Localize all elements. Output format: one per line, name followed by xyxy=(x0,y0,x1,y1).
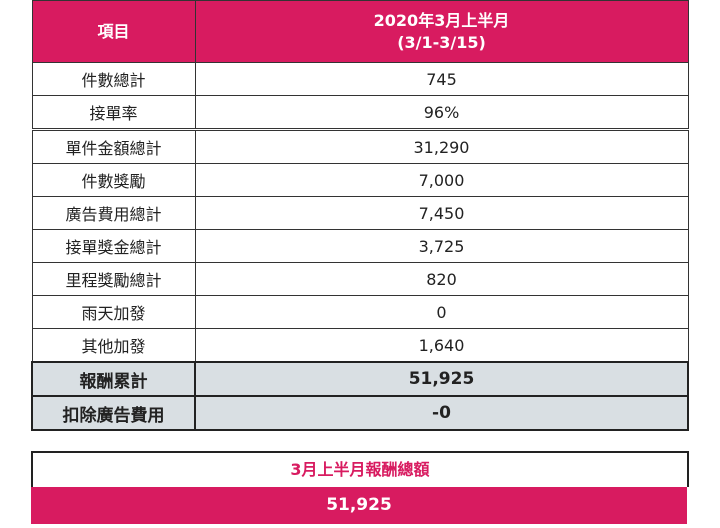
summary-row-ad-deduction: 扣除廣告費用 -0 xyxy=(31,395,689,431)
table-row: 接單率 96% xyxy=(31,95,689,130)
table-row: 件數總計 745 xyxy=(31,62,689,96)
earnings-table: 項目 2020年3月上半月 (3/1-3/15) 件數總計 745 接單率 96… xyxy=(31,0,689,431)
row-label: 件數總計 xyxy=(31,62,196,96)
table-row: 件數獎勵 7,000 xyxy=(31,163,689,197)
row-label: 單件金額總計 xyxy=(31,128,196,164)
header-period-range: (3/1-3/15) xyxy=(397,32,486,52)
total-title: 3月上半月報酬總額 xyxy=(33,453,687,487)
summary-value: -0 xyxy=(194,395,689,431)
header-period-label: 2020年3月上半月 (3/1-3/15) xyxy=(194,0,689,63)
summary-label: 扣除廣告費用 xyxy=(31,395,196,431)
header-period-title: 2020年3月上半月 xyxy=(373,10,510,30)
summary-label: 報酬累計 xyxy=(31,361,196,397)
table-header-row: 項目 2020年3月上半月 (3/1-3/15) xyxy=(31,0,689,63)
table-row: 里程獎勵總計 820 xyxy=(31,262,689,296)
row-value: 0 xyxy=(194,295,689,329)
row-label: 其他加發 xyxy=(31,328,196,363)
row-label: 廣告費用總計 xyxy=(31,196,196,230)
total-value: 51,925 xyxy=(31,487,687,524)
row-label: 件數獎勵 xyxy=(31,163,196,197)
row-value: 745 xyxy=(194,62,689,96)
row-value: 7,000 xyxy=(194,163,689,197)
summary-value: 51,925 xyxy=(194,361,689,397)
table-row: 廣告費用總計 7,450 xyxy=(31,196,689,230)
row-label: 里程獎勵總計 xyxy=(31,262,196,296)
row-label: 接單率 xyxy=(31,95,196,130)
row-label: 接單獎金總計 xyxy=(31,229,196,263)
table-row: 接單獎金總計 3,725 xyxy=(31,229,689,263)
summary-row-cumulative: 報酬累計 51,925 xyxy=(31,361,689,397)
row-value: 3,725 xyxy=(194,229,689,263)
row-value: 820 xyxy=(194,262,689,296)
row-label: 雨天加發 xyxy=(31,295,196,329)
table-row: 其他加發 1,640 xyxy=(31,328,689,363)
table-row: 單件金額總計 31,290 xyxy=(31,128,689,164)
header-item-label: 項目 xyxy=(31,0,196,63)
row-value: 31,290 xyxy=(194,128,689,164)
row-value: 96% xyxy=(194,95,689,130)
row-value: 1,640 xyxy=(194,328,689,363)
table-row: 雨天加發 0 xyxy=(31,295,689,329)
total-box: 3月上半月報酬總額 xyxy=(31,451,689,487)
row-value: 7,450 xyxy=(194,196,689,230)
